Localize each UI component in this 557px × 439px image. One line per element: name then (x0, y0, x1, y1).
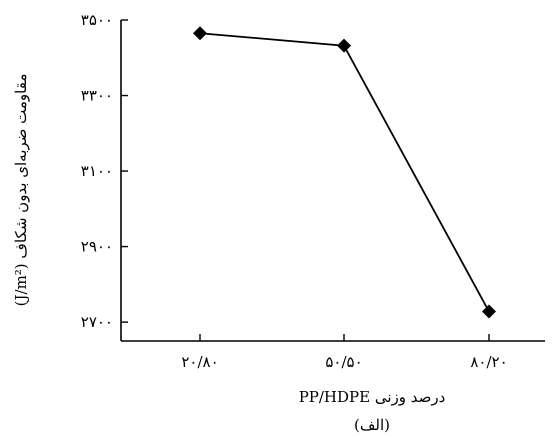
chart-caption: (الف) (354, 416, 390, 434)
y-tick-label: ۳۳۰۰ (81, 87, 113, 105)
data-point-marker (337, 38, 351, 53)
y-tick-label: ۲۹۰۰ (81, 238, 113, 256)
x-tick-label: ۸۰/۲۰ (470, 353, 507, 371)
x-tick-label: ۵۰/۵۰ (325, 353, 362, 371)
axes (120, 20, 545, 342)
y-axis-title: مقاومت ضربه‌ای بدون شکاف (J/m²) (12, 74, 30, 307)
y-tick-label: ۲۷۰۰ (81, 313, 113, 331)
y-ticks: ۲۷۰۰ ۲۹۰۰ ۳۱۰۰ ۳۳۰۰ ۳۵۰۰ (81, 11, 128, 331)
y-tick-label: ۳۵۰۰ (81, 11, 113, 29)
data-point-marker (482, 304, 496, 319)
x-ticks: ۲۰/۸۰ ۵۰/۵۰ ۸۰/۲۰ (181, 334, 508, 371)
x-tick-label: ۲۰/۸۰ (181, 353, 218, 371)
series (193, 26, 496, 319)
data-point-marker (193, 26, 207, 41)
x-axis-title: درصد وزنی PP/HDPE (299, 388, 446, 406)
y-tick-label: ۳۱۰۰ (81, 162, 113, 180)
series-line (199, 32, 490, 312)
